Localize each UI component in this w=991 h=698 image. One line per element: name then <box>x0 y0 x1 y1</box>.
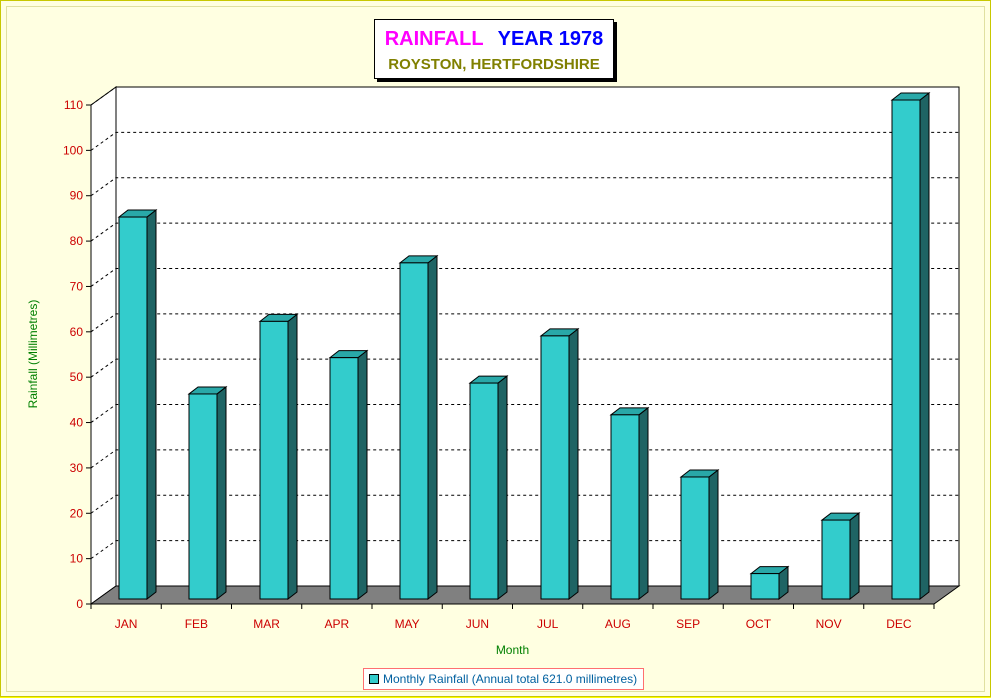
x-tick-label: OCT <box>746 617 772 631</box>
gridline <box>90 267 959 287</box>
bar-side <box>497 375 508 601</box>
bar-side <box>568 327 579 601</box>
gridline <box>90 131 959 151</box>
bar-side <box>849 512 860 601</box>
gridline <box>90 404 959 423</box>
bar <box>118 216 148 600</box>
bar <box>540 335 570 600</box>
gridline <box>90 177 959 197</box>
bar <box>259 320 289 600</box>
x-tick-label: APR <box>325 617 350 631</box>
y-tick-label: 90 <box>70 189 84 203</box>
y-tick-label: 0 <box>76 597 83 611</box>
y-tick-label: 100 <box>63 143 83 157</box>
x-axis-title: Month <box>496 643 529 657</box>
bar <box>891 99 921 600</box>
y-tick-label: 30 <box>70 461 84 475</box>
gridline <box>90 540 959 560</box>
bar <box>750 573 780 600</box>
title-line: RAINFALL YEAR 1978 <box>375 28 613 51</box>
bar-side <box>919 91 930 601</box>
y-tick-label: 110 <box>64 98 83 112</box>
y-tick-label: 60 <box>70 325 84 339</box>
bar-side <box>216 385 227 601</box>
legend-label: Monthly Rainfall (Annual total 621.0 mil… <box>383 672 638 686</box>
x-tick-label: NOV <box>816 617 842 631</box>
back-wall <box>115 86 960 587</box>
bar <box>610 414 640 600</box>
chart-subtitle: ROYSTON, HERTFORDSHIRE <box>388 56 600 73</box>
bar-side <box>427 254 438 601</box>
gridline <box>90 494 959 514</box>
bar-side <box>357 349 368 601</box>
y-axis-title: Rainfall (Millimetres) <box>26 300 40 409</box>
gridline <box>90 86 959 106</box>
gridline <box>90 449 959 469</box>
y-tick-label: 20 <box>70 506 84 520</box>
legend-swatch <box>369 674 379 684</box>
bar-side <box>287 313 298 601</box>
x-tick-label: DEC <box>886 617 912 631</box>
x-tick-label: JUN <box>466 617 489 631</box>
bar <box>399 262 429 600</box>
title-rainfall: RAINFALL <box>384 28 484 50</box>
bar <box>469 382 499 600</box>
title-year: YEAR 1978 <box>497 28 604 50</box>
bar <box>680 476 710 600</box>
legend: Monthly Rainfall (Annual total 621.0 mil… <box>363 668 645 690</box>
bar-side <box>146 209 157 601</box>
gridline <box>90 313 959 333</box>
y-tick-label: 50 <box>70 370 84 384</box>
bar <box>188 393 218 600</box>
y-tick-label: 40 <box>70 416 84 430</box>
x-tick-label: AUG <box>605 617 631 631</box>
left-wall <box>90 86 117 605</box>
x-tick-label: JUL <box>537 617 559 631</box>
y-tick-label: 80 <box>70 234 84 248</box>
x-tick-label: JAN <box>115 617 138 631</box>
gridline <box>90 222 959 242</box>
bar-side <box>708 468 719 601</box>
gridline <box>90 358 959 378</box>
y-tick-label: 10 <box>70 552 84 566</box>
x-tick-label: SEP <box>676 617 700 631</box>
title-box: RAINFALL YEAR 1978 ROYSTON, HERTFORDSHIRE <box>374 19 614 79</box>
bar <box>821 519 851 600</box>
x-tick-label: MAR <box>253 617 280 631</box>
x-tick-label: MAY <box>395 617 420 631</box>
x-tick-label: FEB <box>185 617 208 631</box>
bar <box>329 357 359 600</box>
y-tick-label: 70 <box>70 279 84 293</box>
bar-side <box>638 406 649 601</box>
